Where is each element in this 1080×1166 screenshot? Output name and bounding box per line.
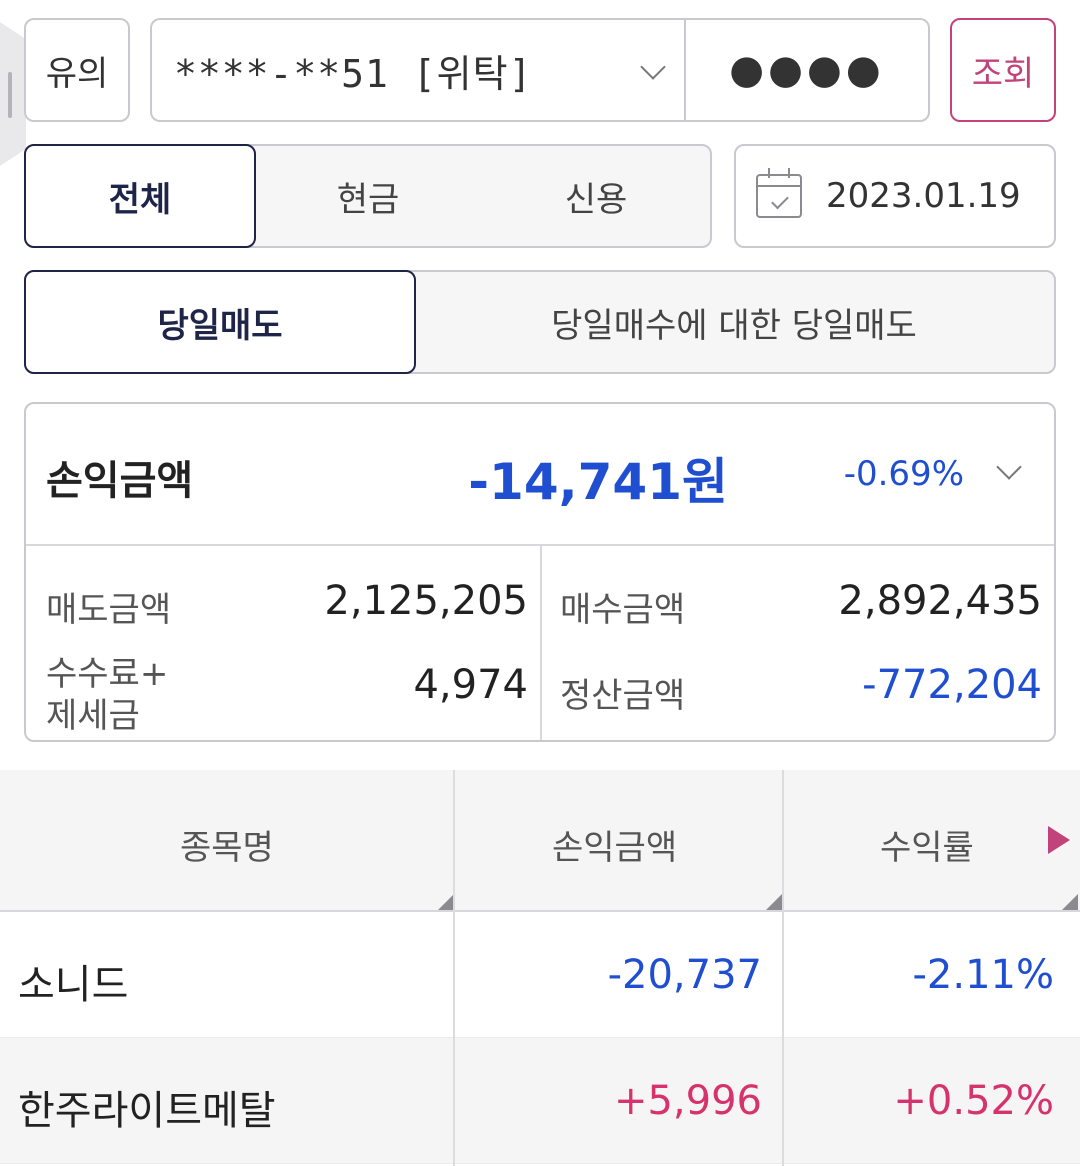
trade-mode-tabs: 당일매도 당일매수에 대한 당일매도	[24, 270, 1056, 374]
calendar-icon	[756, 168, 802, 218]
fee-label-line2: 제세금	[46, 696, 140, 736]
password-field[interactable]: ●●●●	[684, 18, 930, 122]
table-row[interactable]: 한주라이트메탈 +5,996 +0.52%	[0, 1038, 1080, 1164]
tab-credit[interactable]: 신용	[564, 179, 628, 220]
buy-amount-label: 매수금액	[560, 590, 686, 630]
return-rate: +0.52%	[893, 1078, 1054, 1124]
tab-same-day-sell[interactable]: 당일매도	[24, 270, 416, 374]
pl-label: 손익금액	[46, 458, 194, 504]
buy-amount-value: 2,892,435	[838, 578, 1042, 624]
tab-same-day-sell-of-buy[interactable]: 당일매수에 대한 당일매도	[551, 305, 917, 346]
header-stock-name[interactable]: 종목명	[180, 828, 274, 868]
pl-value: -14,741원	[468, 453, 728, 511]
sort-corner-icon	[438, 894, 454, 910]
sell-amount-value: 2,125,205	[324, 578, 528, 624]
pl-summary-header[interactable]: 손익금액 -14,741원 -0.69%	[26, 404, 1054, 546]
date-picker[interactable]: 2023.01.19	[734, 144, 1056, 248]
tab-all[interactable]: 전체	[24, 144, 256, 248]
account-type-tabs: 전체 현금 신용	[24, 144, 712, 248]
table-row[interactable]: 소니드 -20,737 -2.11%	[0, 912, 1080, 1038]
divider	[540, 546, 542, 740]
stock-name: 한주라이트메탈	[18, 1088, 276, 1134]
column-divider	[782, 770, 784, 1166]
pl-percent: -0.69%	[843, 454, 964, 494]
stock-name: 소니드	[18, 962, 129, 1008]
header-pl-amount[interactable]: 손익금액	[552, 828, 678, 868]
scroll-right-icon[interactable]	[1048, 826, 1070, 854]
tab-cash[interactable]: 현금	[336, 179, 400, 220]
fee-label-line1: 수수료+	[46, 654, 169, 694]
fee-value: 4,974	[413, 662, 528, 708]
pl-summary-details: 매도금액 2,125,205 매수금액 2,892,435 수수료+ 제세금 4…	[26, 546, 1054, 740]
date-value: 2023.01.19	[826, 176, 1021, 216]
header-return-rate[interactable]: 수익률	[880, 828, 974, 868]
sort-corner-icon	[766, 894, 782, 910]
sort-corner-icon	[1062, 894, 1078, 910]
account-select[interactable]: ****-**51 [위탁]	[150, 18, 684, 122]
chevron-down-icon	[640, 54, 666, 80]
pl-summary-card: 손익금액 -14,741원 -0.69% 매도금액 2,125,205 매수금액…	[24, 402, 1056, 742]
column-divider	[453, 770, 455, 1166]
account-number: ****-**51 [위탁]	[174, 51, 533, 96]
sell-amount-label: 매도금액	[46, 590, 172, 630]
settlement-label: 정산금액	[560, 676, 686, 716]
settlement-value: -772,204	[862, 662, 1042, 708]
caution-button[interactable]: 유의	[24, 18, 130, 122]
grip-icon	[8, 72, 12, 118]
query-button[interactable]: 조회	[950, 18, 1056, 122]
pl-amount: -20,737	[607, 952, 762, 998]
side-panel-handle[interactable]	[0, 22, 26, 166]
chevron-down-icon[interactable]	[996, 454, 1022, 480]
return-rate: -2.11%	[912, 952, 1054, 998]
table-header: 종목명 손익금액 수익률	[0, 770, 1080, 912]
stock-pl-table: 종목명 손익금액 수익률 소니드 -20,737 -2.11% 한주라이트메탈 …	[0, 770, 1080, 1166]
pl-amount: +5,996	[613, 1078, 762, 1124]
